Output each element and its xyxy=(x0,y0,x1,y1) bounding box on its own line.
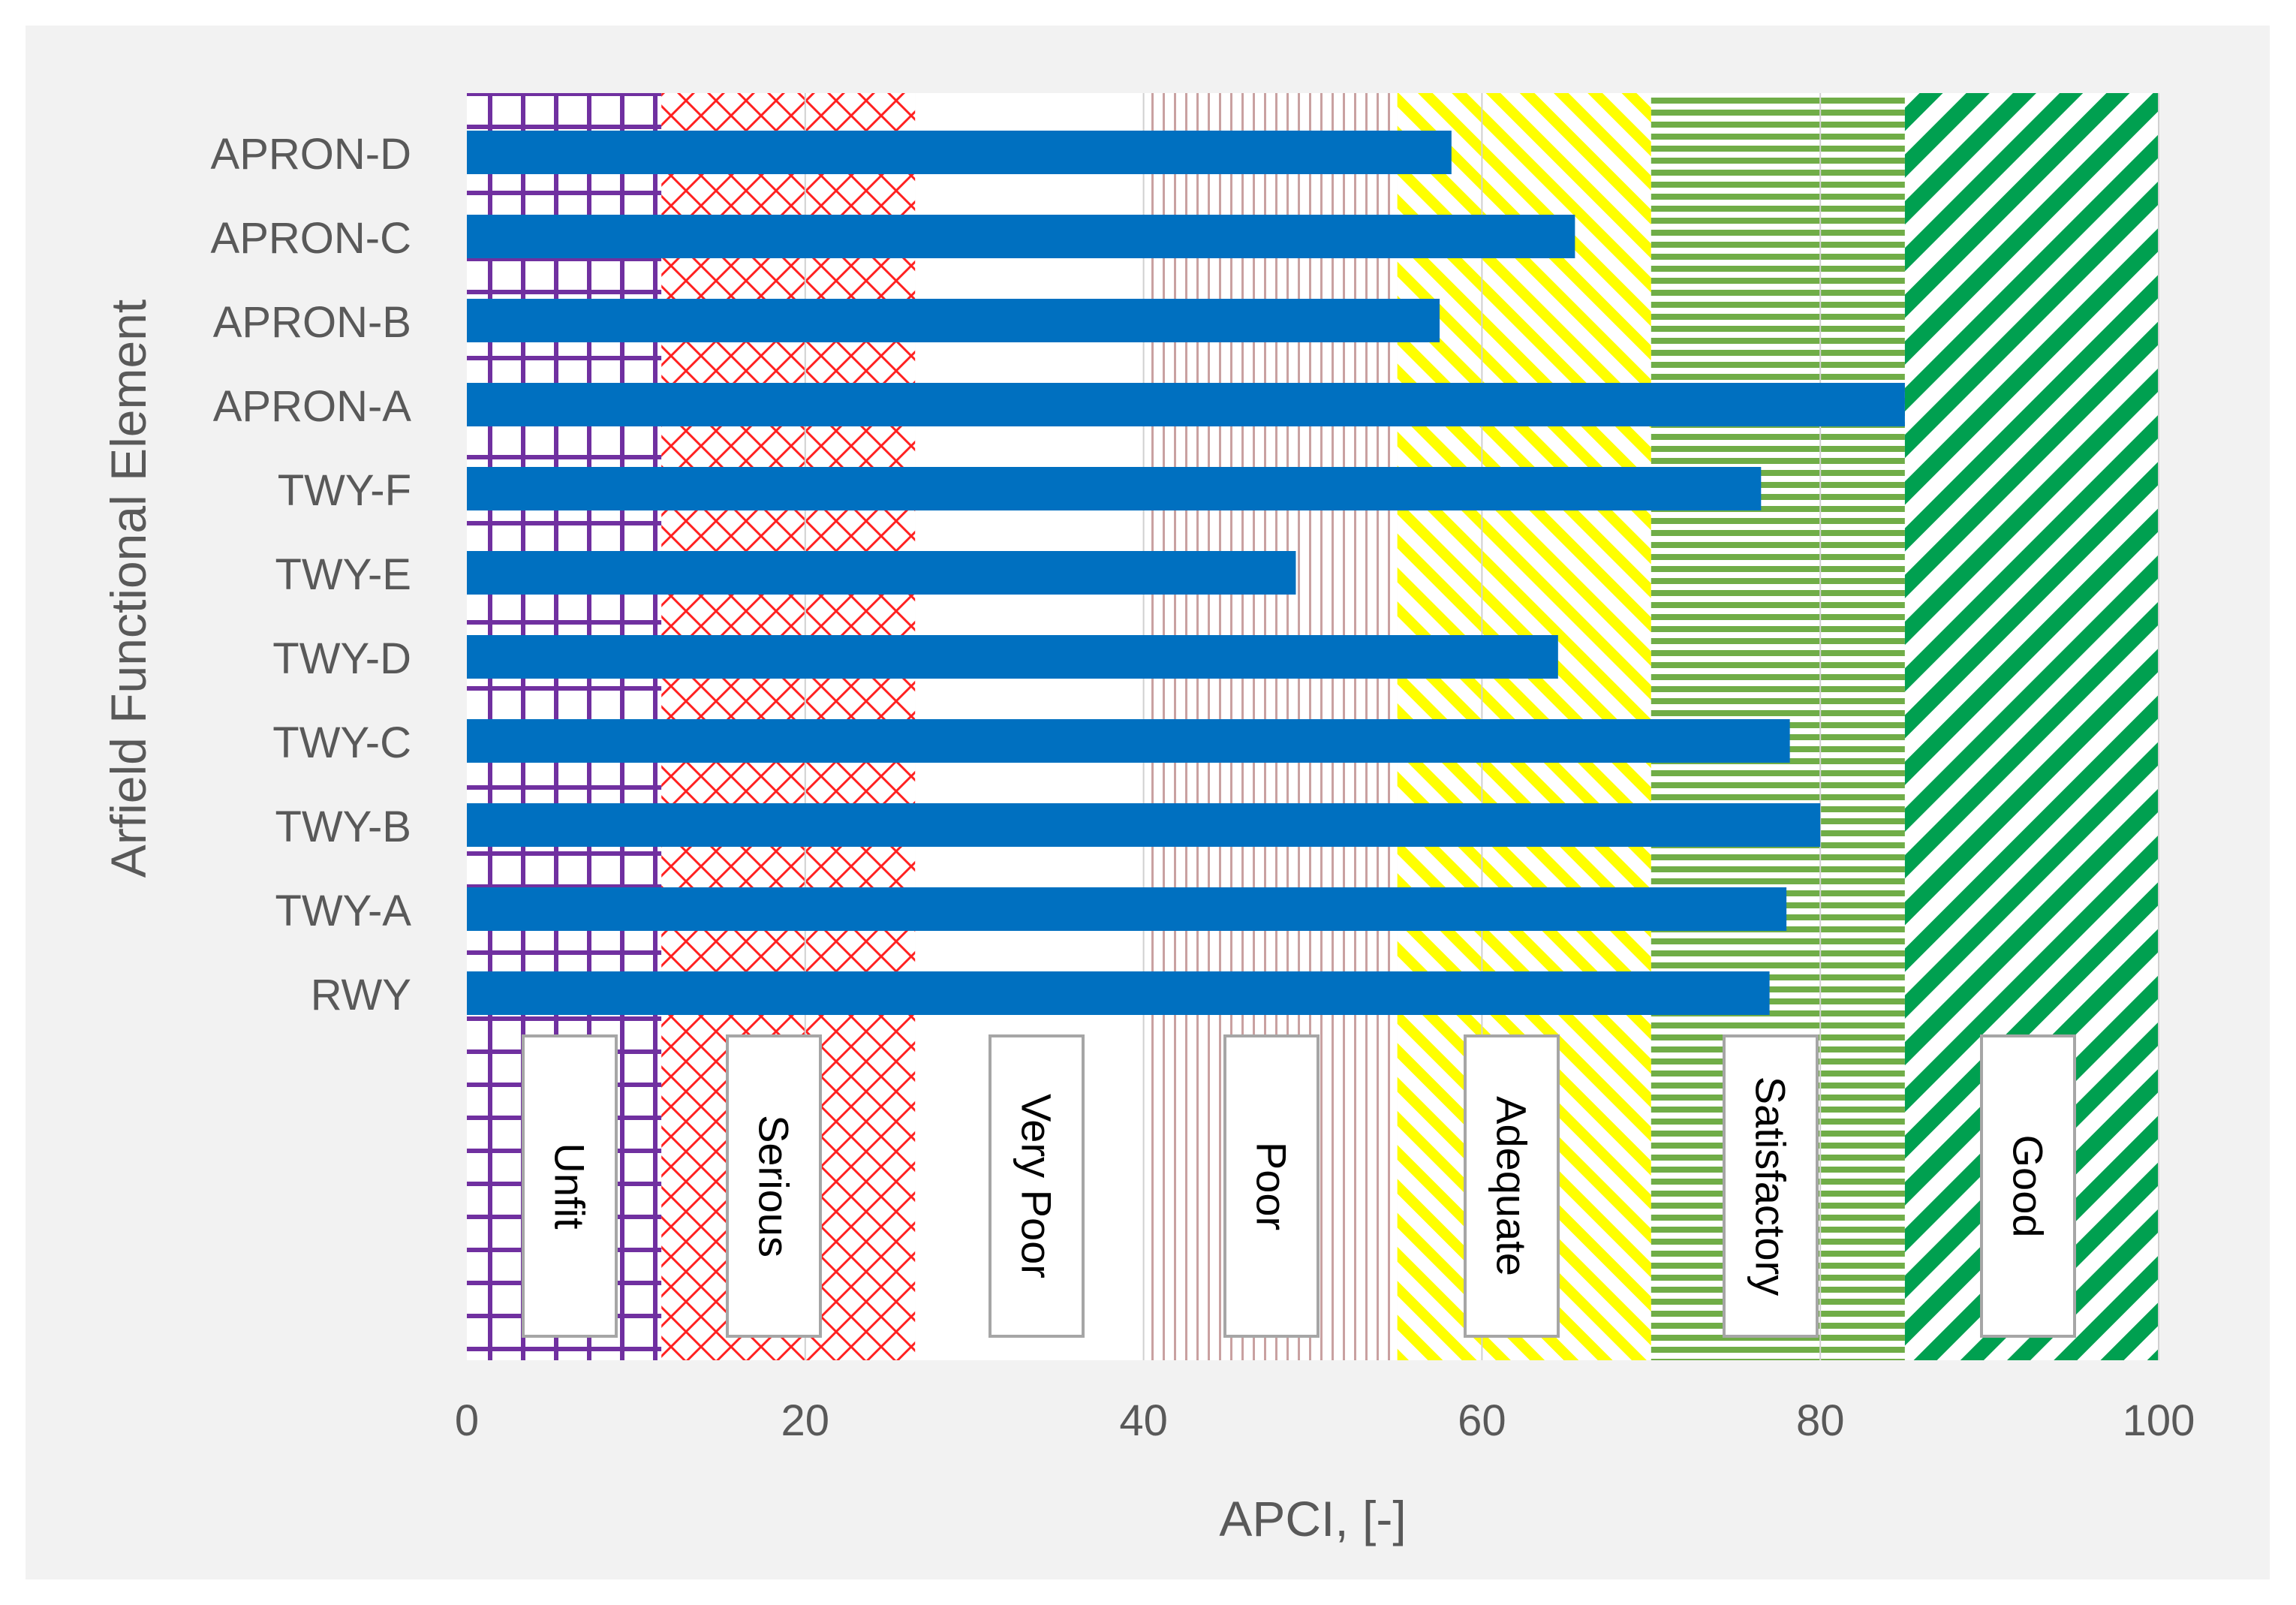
bar-twy-c xyxy=(467,719,1790,763)
band-label-unfit: Unfit xyxy=(522,1034,618,1338)
bar-twy-f xyxy=(467,467,1762,510)
svg-text:Unfit: Unfit xyxy=(546,1143,594,1230)
x-tick-label-100: 100 xyxy=(2123,1396,2195,1445)
apci-bar-chart: RWY TWY-A TWY-B TWY-C TWY-D TWY-E TWY-F APRON-A… xyxy=(101,93,2195,1546)
category-label-twy-d: TWY-D xyxy=(272,634,411,683)
y-axis-title: Arfield Functional Element xyxy=(101,300,156,878)
category-label-twy-c: TWY-C xyxy=(272,718,411,767)
category-label-apron-c: APRON-C xyxy=(211,214,411,263)
bar-apron-c xyxy=(467,215,1575,258)
svg-text:Adequate: Adequate xyxy=(1488,1096,1536,1276)
category-label-rwy: RWY xyxy=(311,971,411,1019)
svg-text:Good: Good xyxy=(2005,1135,2052,1238)
category-label-apron-d: APRON-D xyxy=(211,130,411,179)
category-label-apron-b: APRON-B xyxy=(213,298,411,347)
x-tick-label-60: 60 xyxy=(1458,1396,1506,1445)
x-axis-title: APCI, [-] xyxy=(1219,1491,1406,1546)
bar-twy-e xyxy=(467,551,1296,595)
band-label-satisfactory: Satisfactory xyxy=(1723,1034,1819,1338)
x-tick-label-0: 0 xyxy=(455,1396,479,1445)
bar-twy-a xyxy=(467,887,1787,931)
band-label-good: Good xyxy=(1980,1034,2076,1338)
band-label-poor: Poor xyxy=(1223,1034,1320,1338)
bar-apron-b xyxy=(467,299,1440,342)
svg-text:Serious: Serious xyxy=(751,1115,798,1257)
category-label-twy-e: TWY-E xyxy=(275,550,411,599)
band-label-very-poor: Very Poor xyxy=(989,1034,1085,1338)
category-label-twy-a: TWY-A xyxy=(275,887,411,935)
category-label-apron-a: APRON-A xyxy=(213,382,412,431)
band-label-adequate: Adequate xyxy=(1464,1034,1560,1338)
bar-apron-d xyxy=(467,131,1452,174)
bar-apron-a xyxy=(467,383,1905,426)
category-label-twy-f: TWY-F xyxy=(278,466,411,515)
bar-twy-b xyxy=(467,803,1821,847)
svg-text:Satisfactory: Satisfactory xyxy=(1747,1077,1795,1296)
x-tick-label-20: 20 xyxy=(781,1396,830,1445)
category-label-twy-b: TWY-B xyxy=(275,802,411,851)
svg-text:Poor: Poor xyxy=(1248,1142,1295,1230)
chart-area: RWY TWY-A TWY-B TWY-C TWY-D TWY-E TWY-F APRON-A… xyxy=(26,26,2270,1579)
bar-rwy xyxy=(467,971,1770,1015)
x-tick-label-40: 40 xyxy=(1119,1396,1168,1445)
svg-text:Very Poor: Very Poor xyxy=(1013,1094,1061,1278)
band-label-serious: Serious xyxy=(726,1034,822,1338)
x-tick-label-80: 80 xyxy=(1796,1396,1845,1445)
bar-twy-d xyxy=(467,635,1558,679)
